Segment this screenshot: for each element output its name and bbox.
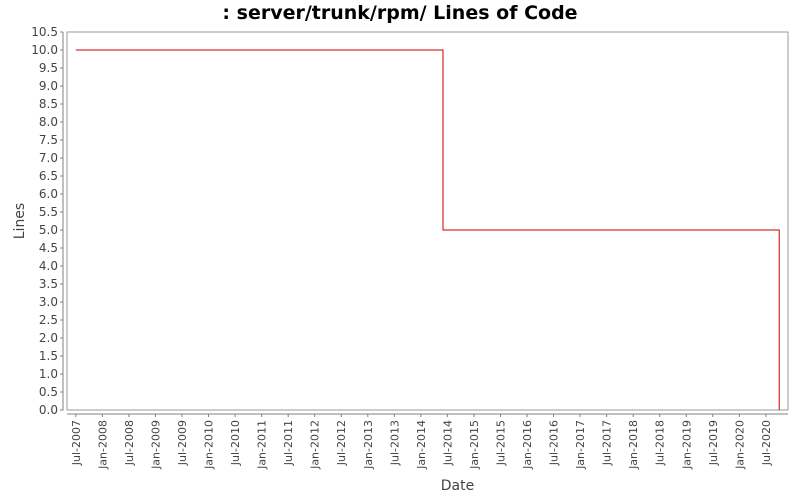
y-tick-label: 10.5 [31, 25, 58, 39]
x-tick-label: Jul-2007 [70, 420, 83, 466]
y-tick-label: 7.0 [39, 151, 58, 165]
x-tick-label: Jan-2011 [256, 420, 269, 470]
x-tick-label: Jul-2015 [494, 420, 507, 466]
y-tick-label: 4.5 [39, 241, 58, 255]
y-tick-label: 6.0 [39, 187, 58, 201]
y-tick-label: 3.0 [39, 295, 58, 309]
x-axis-title: Date [441, 478, 474, 494]
y-tick-label: 5.5 [39, 205, 58, 219]
y-tick-label: 9.5 [39, 61, 58, 75]
series-line [75, 49, 780, 410]
y-tick-label: 8.5 [39, 97, 58, 111]
y-tick-label: 1.0 [39, 367, 58, 381]
x-tick-label: Jan-2017 [574, 420, 587, 470]
x-tick-label: Jan-2013 [362, 420, 375, 470]
y-tick-label: 2.5 [39, 313, 58, 327]
x-tick-label: Jul-2016 [548, 420, 561, 466]
x-tick-label: Jan-2019 [680, 420, 693, 470]
y-tick-label: 9.0 [39, 79, 58, 93]
y-tick-label: 3.5 [39, 277, 58, 291]
x-tick-label: Jul-2020 [760, 420, 773, 466]
y-tick-label: 6.5 [39, 169, 58, 183]
x-tick-label: Jan-2018 [627, 420, 640, 470]
x-tick-label: Jul-2013 [388, 420, 401, 466]
x-tick-label: Jul-2010 [229, 420, 242, 466]
x-tick-label: Jan-2008 [96, 420, 109, 470]
x-tick-label: Jan-2012 [309, 420, 322, 470]
x-tick-label: Jul-2012 [335, 420, 348, 466]
x-tick-label: Jul-2014 [441, 420, 454, 466]
x-tick-label: Jan-2020 [733, 420, 746, 470]
y-tick-label: 8.0 [39, 115, 58, 129]
x-tick-label: Jan-2009 [149, 420, 162, 470]
chart-title: : server/trunk/rpm/ Lines of Code [222, 2, 578, 24]
x-tick-label: Jul-2011 [282, 420, 295, 466]
x-tick-label: Jan-2016 [521, 420, 534, 470]
x-tick-label: Jan-2014 [415, 420, 428, 470]
x-tick-label: Jul-2018 [654, 420, 667, 466]
x-tick-label: Jan-2010 [203, 420, 216, 470]
y-tick-label: 0.5 [39, 385, 58, 399]
y-tick-label: 4.0 [39, 259, 58, 273]
y-tick-label: 1.5 [39, 349, 58, 363]
y-tick-label: 7.5 [39, 133, 58, 147]
x-tick-label: Jul-2019 [707, 420, 720, 466]
y-axis-title: Lines [12, 203, 28, 239]
y-tick-label: 0.0 [39, 403, 58, 417]
y-tick-label: 2.0 [39, 331, 58, 345]
x-tick-label: Jan-2015 [468, 420, 481, 470]
plot-area [66, 31, 789, 411]
x-tick-label: Jul-2017 [601, 420, 614, 466]
x-tick-label: Jul-2008 [123, 420, 136, 466]
y-tick-label: 5.0 [39, 223, 58, 237]
y-tick-label: 10.0 [31, 43, 58, 57]
x-tick-label: Jul-2009 [176, 420, 189, 466]
